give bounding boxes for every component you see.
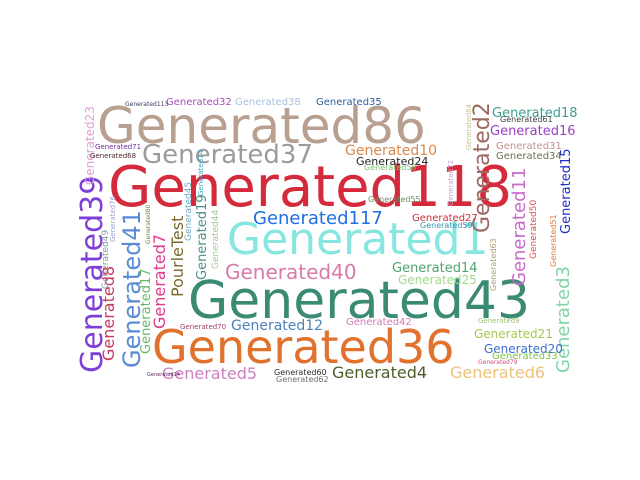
cloud-word: PourleTest <box>170 216 186 297</box>
cloud-word: Generated21 <box>474 328 553 340</box>
cloud-word: Generated38 <box>235 98 301 108</box>
cloud-word: Generated79 <box>478 360 517 366</box>
cloud-word: Generated14 <box>198 150 205 196</box>
cloud-word: Generated58 <box>364 164 417 172</box>
cloud-word: Generated55 <box>368 196 421 204</box>
cloud-word: Generated117 <box>253 210 383 228</box>
cloud-word: Generated44 <box>212 210 221 269</box>
cloud-word: Generated17 <box>140 268 153 354</box>
cloud-word: Generated9 <box>478 318 520 325</box>
cloud-word: Generated6 <box>450 365 545 381</box>
cloud-word: Generated61 <box>500 116 553 124</box>
cloud-word: Generated37 <box>142 142 313 168</box>
cloud-word: Generated51 <box>550 214 558 267</box>
cloud-word: Generated59 <box>420 222 473 230</box>
cloud-word: Generated71 <box>95 144 141 151</box>
cloud-word: Generated62 <box>276 376 329 384</box>
cloud-word: Generated7 <box>152 234 168 329</box>
cloud-word: Generated19 <box>196 194 209 280</box>
cloud-word: Generated50 <box>530 200 539 259</box>
cloud-word: Generated42 <box>346 318 412 328</box>
cloud-word: Generated35 <box>316 98 382 108</box>
cloud-word: Generated70 <box>180 324 226 331</box>
cloud-word: Generated113 <box>125 102 168 108</box>
cloud-word: Generated40 <box>225 262 357 282</box>
cloud-word: Generated72 <box>448 160 455 206</box>
cloud-word: Generated4 <box>332 365 427 381</box>
cloud-word: Generated15 <box>560 148 573 234</box>
cloud-word: Generated12 <box>231 319 323 333</box>
cloud-word: Generated76 <box>110 196 117 242</box>
cloud-word: Generated25 <box>398 274 477 286</box>
cloud-word: Generated32 <box>166 98 232 108</box>
cloud-word: Generated63 <box>490 238 498 291</box>
cloud-word: Generated64 <box>466 104 473 150</box>
cloud-word: Generated16 <box>490 125 576 138</box>
cloud-word: Generated68 <box>90 153 136 160</box>
cloud-word: Generated34 <box>496 152 562 162</box>
cloud-word: Generated11 <box>511 168 529 286</box>
cloud-word: Generated80 <box>146 205 152 244</box>
cloud-word: Generated14 <box>147 373 180 378</box>
